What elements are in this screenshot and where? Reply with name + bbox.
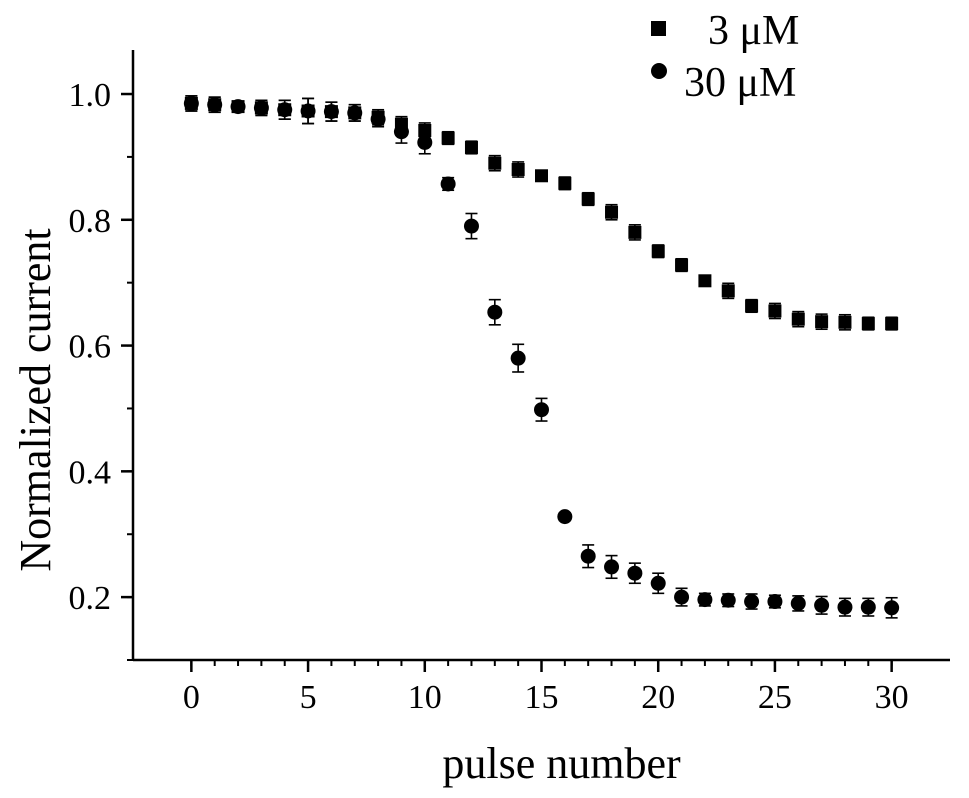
data-point-square [721,284,735,298]
series-3uM [184,95,899,331]
x-ticks: 0 5 10 15 20 25 30 [183,660,909,716]
data-point-circle [580,548,596,564]
data-point-square [745,299,759,313]
data-point-square [675,258,689,272]
data-point-circle [720,592,736,608]
data-point-circle [300,103,316,119]
data-point-circle [744,594,760,610]
data-point-circle [557,509,573,525]
y-tick-label: 0.4 [69,454,112,491]
y-tick-label: 1.0 [69,77,112,114]
data-point-circle [370,111,386,127]
x-tick-label: 15 [525,679,559,716]
legend: 3 μM 30 μM [651,8,799,106]
data-point-square [815,315,829,329]
legend-label-3uM: 3 μM [708,8,799,54]
legend-marker-square [651,21,666,36]
y-tick-label: 0.8 [69,203,112,240]
data-point-square [628,225,642,239]
data-point-circle [393,124,409,140]
data-point-square [581,192,595,206]
data-point-circle [627,565,643,581]
data-point-circle [207,97,223,113]
data-point-circle [650,575,666,591]
data-point-square [441,131,455,145]
data-point-square [791,312,805,326]
data-point-circle [534,402,549,418]
data-point-circle [347,105,363,121]
data-point-circle [860,599,876,615]
y-axis-title: Normalized current [11,228,60,571]
x-tick-label: 5 [300,679,317,716]
plot-marks [183,95,900,619]
x-tick-label: 30 [875,679,909,716]
data-point-circle [487,304,503,320]
data-point-circle [697,592,713,608]
data-point-square [768,304,782,318]
data-point-circle [674,589,690,605]
data-point-circle [837,599,853,615]
y-tick-label: 0.2 [69,580,112,617]
data-point-square [698,274,712,288]
data-point-circle [417,134,433,150]
data-point-circle [323,104,339,120]
data-point-square [861,317,875,331]
data-point-square [651,244,665,258]
data-point-square [535,169,548,183]
legend-label-30uM: 30 μM [684,60,796,106]
data-point-square [605,205,619,219]
data-point-circle [463,218,479,234]
x-tick-label: 10 [408,679,442,716]
data-point-circle [440,176,456,192]
x-tick-label: 0 [183,679,200,716]
y-tick-label: 0.6 [69,329,112,366]
data-point-circle [277,102,293,118]
axes: 0.2 0.4 0.6 0.8 1.0 0 5 10 15 20 25 30 [69,50,950,716]
x-tick-label: 20 [641,679,675,716]
series-30uM [183,95,900,619]
legend-marker-circle [651,63,667,79]
data-point-circle [604,559,620,575]
x-tick-label: 25 [758,679,792,716]
data-point-circle [767,594,783,610]
data-point-circle [253,100,269,116]
data-point-circle [230,99,246,115]
data-point-circle [790,595,806,611]
data-point-circle [814,597,830,613]
data-point-square [464,140,478,154]
data-point-square [838,315,852,329]
data-point-circle [884,600,900,616]
x-axis-title: pulse number [442,739,681,788]
data-point-square [885,317,899,331]
data-point-square [558,176,572,190]
data-point-square [488,156,502,170]
data-point-circle [183,95,199,111]
data-point-circle [510,350,526,366]
data-point-square [511,162,525,176]
y-ticks: 0.2 0.4 0.6 0.8 1.0 [69,77,133,661]
